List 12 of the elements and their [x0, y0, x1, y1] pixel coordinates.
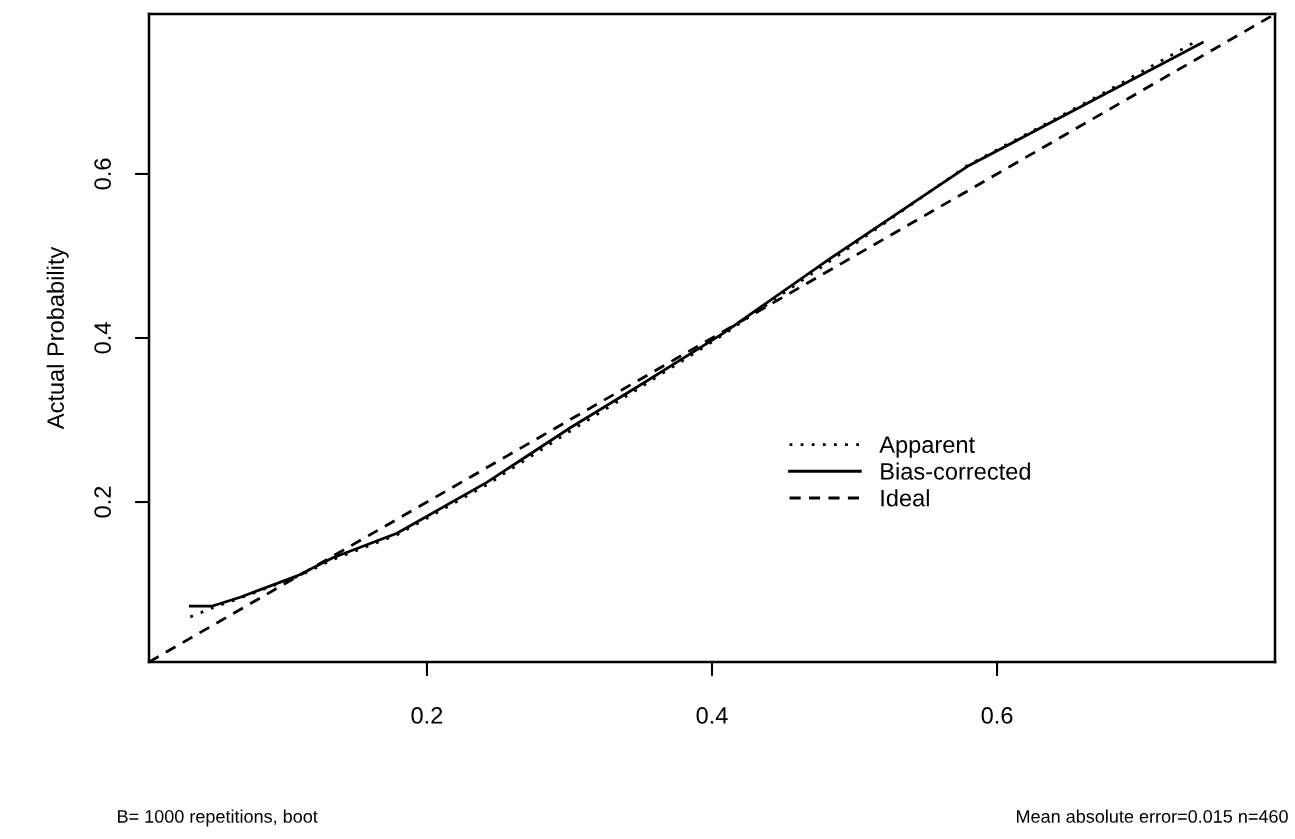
y-tick-label: 0.6	[94, 158, 111, 190]
y-tick-label: 0.2	[94, 486, 111, 518]
x-tick-label: 0.2	[411, 707, 443, 724]
x-tick-label: 0.6	[981, 707, 1013, 724]
legend-label: Bias-corrected	[881, 462, 1030, 480]
legend-label: Ideal	[881, 489, 929, 507]
text: B= 1000 repetitions, boot	[118, 809, 318, 827]
y-tick-label: 0.4	[94, 322, 111, 354]
legend-label: Apparent	[879, 436, 975, 458]
y-axis-title: Actual Probability	[46, 246, 69, 430]
text: Mean absolute error=0.015 n=460	[1016, 809, 1288, 823]
x-tick-label: 0.4	[696, 707, 728, 724]
